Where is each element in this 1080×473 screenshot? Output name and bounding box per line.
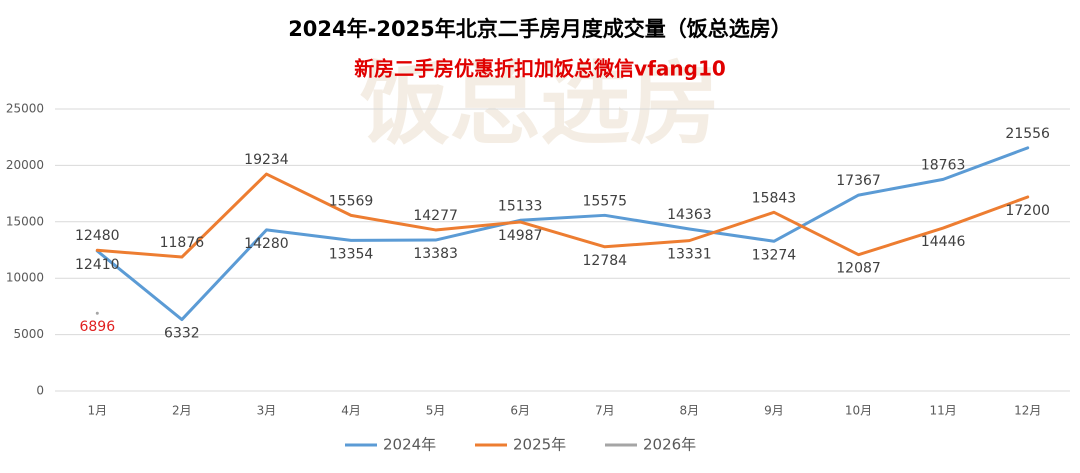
data-label: 14446 xyxy=(921,234,966,250)
data-label: 12480 xyxy=(75,228,120,244)
data-label: 11876 xyxy=(160,235,205,251)
y-tick-label: 20000 xyxy=(6,158,44,172)
x-tick-label: 1月 xyxy=(87,404,107,418)
legend-label: 2024年 xyxy=(383,436,436,454)
data-label: 17367 xyxy=(836,173,881,189)
x-tick-label: 8月 xyxy=(680,404,700,418)
chart-title: 2024年-2025年北京二手房月度成交量（饭总选房） xyxy=(288,17,792,41)
data-label: 12784 xyxy=(583,253,628,269)
data-label: 15133 xyxy=(498,198,543,214)
x-tick-label: 12月 xyxy=(1014,404,1041,418)
data-label: 6896 xyxy=(79,319,115,335)
x-tick-label: 7月 xyxy=(595,404,615,418)
data-label: 18763 xyxy=(921,157,966,173)
y-tick-label: 0 xyxy=(36,384,44,398)
legend-label: 2025年 xyxy=(513,436,566,454)
data-label: 12410 xyxy=(75,257,120,273)
data-label: 14280 xyxy=(244,236,289,252)
watermark: 饭总选房 xyxy=(360,52,720,157)
x-tick-label: 6月 xyxy=(510,404,530,418)
data-label: 14363 xyxy=(667,207,712,223)
data-label: 17200 xyxy=(1005,203,1050,219)
legend-label: 2026年 xyxy=(643,436,696,454)
x-tick-label: 4月 xyxy=(341,404,361,418)
y-tick-label: 15000 xyxy=(6,214,44,228)
data-label: 21556 xyxy=(1005,126,1050,142)
data-label: 12087 xyxy=(836,261,881,277)
data-label: 13331 xyxy=(667,247,712,263)
y-tick-label: 25000 xyxy=(6,102,44,116)
data-label: 14277 xyxy=(413,208,458,224)
x-tick-label: 3月 xyxy=(257,404,277,418)
data-label: 14987 xyxy=(498,228,543,244)
data-label: 15843 xyxy=(752,190,797,206)
chart-subtitle: 新房二手房优惠折扣加饭总微信vfang10 xyxy=(354,57,726,81)
series-line xyxy=(95,146,1030,322)
x-tick-label: 9月 xyxy=(764,404,784,418)
data-label: 15569 xyxy=(329,193,374,209)
x-tick-label: 10月 xyxy=(845,404,872,418)
data-label: 13383 xyxy=(413,246,458,262)
x-tick-label: 2月 xyxy=(172,404,192,418)
data-label: 13354 xyxy=(329,246,374,262)
y-tick-label: 5000 xyxy=(13,327,44,341)
data-label: 13274 xyxy=(752,247,797,263)
data-label: 19234 xyxy=(244,152,289,168)
data-label: 6332 xyxy=(164,326,200,342)
series-line xyxy=(95,172,1030,259)
x-tick-label: 11月 xyxy=(929,404,956,418)
data-label: 15575 xyxy=(583,193,628,209)
y-tick-label: 10000 xyxy=(6,271,44,285)
x-tick-label: 5月 xyxy=(426,404,446,418)
